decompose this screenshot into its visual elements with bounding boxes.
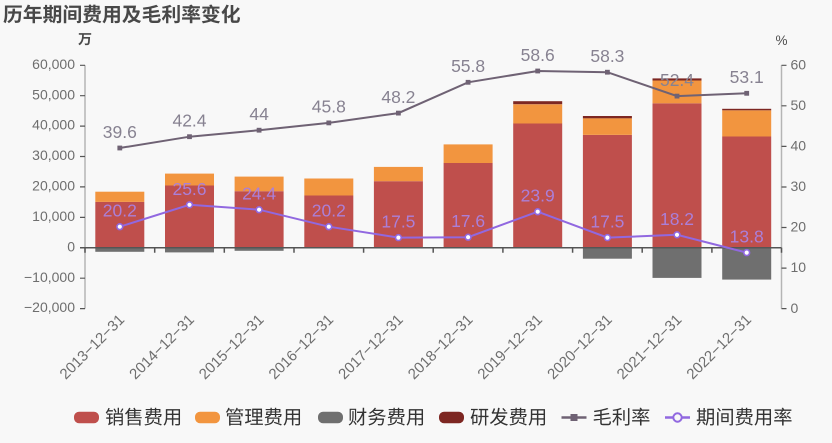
svg-text:55.8: 55.8	[451, 56, 485, 76]
svg-text:53.1: 53.1	[730, 67, 764, 87]
svg-text:10,000: 10,000	[32, 208, 75, 224]
svg-text:58.3: 58.3	[590, 46, 624, 66]
svg-text:17.6: 17.6	[451, 211, 485, 231]
svg-text:58.6: 58.6	[521, 45, 555, 65]
svg-text:0: 0	[791, 300, 799, 316]
svg-text:40,000: 40,000	[32, 117, 75, 133]
svg-text:24.4: 24.4	[242, 184, 276, 204]
svg-text:40: 40	[791, 138, 807, 154]
svg-text:−10,000: −10,000	[24, 269, 75, 285]
svg-text:44: 44	[249, 104, 269, 124]
svg-text:30,000: 30,000	[32, 147, 75, 163]
svg-text:−20,000: −20,000	[24, 299, 75, 315]
svg-text:18.2: 18.2	[660, 209, 694, 229]
svg-text:60,000: 60,000	[32, 56, 75, 72]
svg-text:20.2: 20.2	[312, 201, 346, 221]
svg-text:50: 50	[791, 97, 807, 113]
svg-text:20.2: 20.2	[103, 201, 137, 221]
svg-text:17.5: 17.5	[590, 212, 624, 232]
svg-text:0: 0	[67, 238, 75, 254]
svg-text:20: 20	[791, 219, 807, 235]
svg-text:60: 60	[791, 57, 807, 73]
svg-text:48.2: 48.2	[381, 87, 415, 107]
svg-text:20,000: 20,000	[32, 178, 75, 194]
svg-text:50,000: 50,000	[32, 86, 75, 102]
svg-text:23.9: 23.9	[521, 186, 555, 206]
svg-text:%: %	[776, 33, 788, 48]
svg-text:42.4: 42.4	[172, 111, 206, 131]
svg-text:13.8: 13.8	[730, 227, 764, 247]
svg-text:17.5: 17.5	[381, 212, 415, 232]
svg-text:39.6: 39.6	[103, 122, 137, 142]
svg-text:45.8: 45.8	[312, 97, 346, 117]
svg-text:25.6: 25.6	[172, 179, 206, 199]
svg-text:52.4: 52.4	[660, 70, 694, 90]
svg-text:30: 30	[791, 178, 807, 194]
svg-text:10: 10	[791, 259, 807, 275]
